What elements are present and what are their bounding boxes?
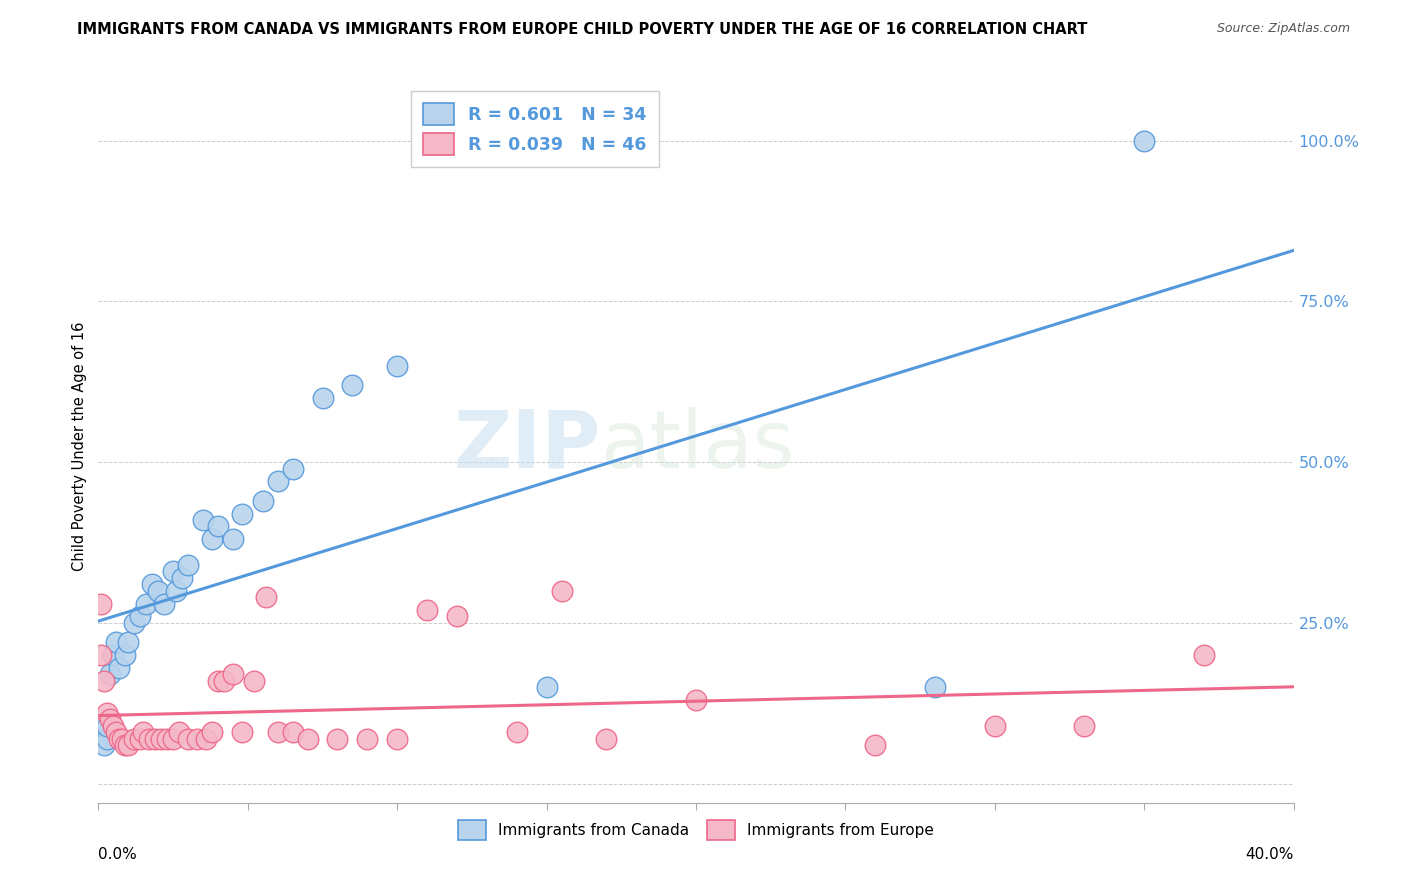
Point (117, 635, 139, 649)
Point (177, 731, 200, 746)
Point (138, 731, 160, 746)
Point (96, 706, 118, 720)
Point (506, 725, 529, 739)
Point (446, 609, 468, 624)
Point (252, 493, 274, 508)
Point (536, 680, 558, 694)
Legend: Immigrants from Canada, Immigrants from Europe: Immigrants from Canada, Immigrants from … (449, 811, 943, 848)
Point (167, 725, 190, 739)
Point (311, 391, 333, 405)
Text: IMMIGRANTS FROM CANADA VS IMMIGRANTS FROM EUROPE CHILD POVERTY UNDER THE AGE OF : IMMIGRANTS FROM CANADA VS IMMIGRANTS FRO… (77, 22, 1088, 37)
Point (254, 590, 277, 604)
Point (281, 725, 304, 739)
Point (416, 603, 439, 617)
Point (172, 571, 194, 585)
Point (96, 719, 118, 733)
Point (162, 731, 184, 746)
Text: 40.0%: 40.0% (1246, 847, 1294, 863)
Point (1073, 719, 1095, 733)
Point (342, 378, 364, 392)
Point (141, 577, 163, 591)
Point (356, 731, 378, 746)
Point (93, 673, 115, 688)
Point (297, 731, 319, 746)
Point (96, 731, 118, 746)
Y-axis label: Child Poverty Under the Age of 16: Child Poverty Under the Age of 16 (72, 321, 87, 571)
Point (326, 731, 349, 746)
Point (111, 731, 134, 746)
Point (924, 680, 946, 694)
Point (201, 725, 224, 739)
Point (865, 738, 887, 752)
Point (148, 583, 170, 598)
Point (595, 731, 617, 746)
Point (1133, 134, 1156, 148)
Point (143, 731, 166, 746)
Point (114, 738, 136, 752)
Point (267, 725, 290, 739)
Point (105, 725, 128, 739)
Text: Source: ZipAtlas.com: Source: ZipAtlas.com (1216, 22, 1350, 36)
Point (90, 648, 112, 662)
Point (267, 475, 290, 489)
Point (212, 673, 235, 688)
Point (231, 507, 253, 521)
Point (385, 359, 409, 373)
Point (1192, 648, 1215, 662)
Point (685, 693, 707, 707)
Point (129, 609, 152, 624)
Point (103, 648, 125, 662)
Point (177, 558, 200, 572)
Point (243, 673, 266, 688)
Point (153, 597, 176, 611)
Point (90, 597, 112, 611)
Point (117, 738, 139, 752)
Point (165, 583, 187, 598)
Point (93, 738, 115, 752)
Point (108, 731, 131, 746)
Point (550, 583, 572, 598)
Point (105, 635, 128, 649)
Point (156, 731, 179, 746)
Point (129, 731, 152, 746)
Text: 0.0%: 0.0% (98, 847, 138, 863)
Point (222, 533, 245, 547)
Point (191, 513, 214, 527)
Point (124, 731, 146, 746)
Point (195, 731, 218, 746)
Point (984, 719, 1007, 733)
Point (207, 673, 229, 688)
Point (114, 648, 136, 662)
Point (162, 565, 184, 579)
Point (186, 731, 208, 746)
Text: atlas: atlas (600, 407, 794, 485)
Point (98, 712, 122, 726)
Point (108, 661, 131, 675)
Point (98, 667, 122, 681)
Point (385, 731, 409, 746)
Point (132, 725, 155, 739)
Point (103, 719, 125, 733)
Text: ZIP: ZIP (453, 407, 600, 485)
Point (231, 725, 253, 739)
Point (207, 519, 229, 533)
Point (281, 461, 304, 475)
Point (135, 597, 157, 611)
Point (90, 725, 112, 739)
Point (124, 615, 146, 630)
Point (150, 731, 173, 746)
Point (201, 533, 224, 547)
Point (222, 667, 245, 681)
